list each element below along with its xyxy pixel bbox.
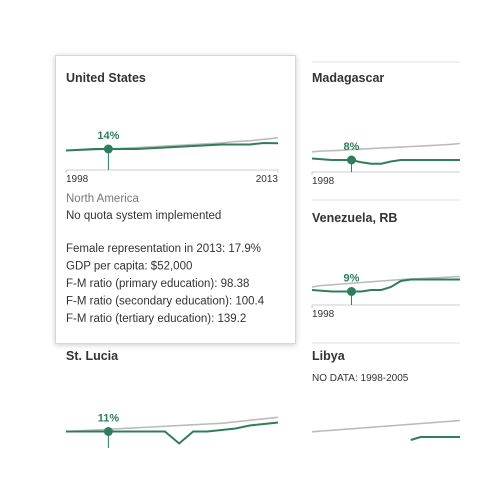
series-line	[65, 416, 279, 433]
series-line	[311, 278, 460, 293]
panel-title: St. Lucia	[66, 349, 119, 363]
series-line	[66, 421, 279, 445]
detail-line: GDP per capita: $52,000	[66, 261, 192, 273]
highlight-point	[346, 287, 356, 296]
detail-card[interactable]	[55, 55, 296, 344]
detail-line: F-M ratio (tertiary education): 139.2	[66, 313, 246, 325]
detail-line: F-M ratio (primary education): 98.38	[66, 278, 249, 290]
series-line	[311, 142, 461, 153]
detail-line: Female representation in 2013: 17.9%	[66, 243, 261, 255]
panel-title: United States	[66, 71, 146, 85]
highlight-point	[103, 144, 113, 154]
no-data-note: NO DATA: 1998-2005	[312, 373, 409, 384]
value-label: 8%	[344, 141, 360, 153]
value-label: 11%	[98, 413, 120, 425]
value-label: 14%	[97, 130, 119, 142]
x-tick-label: 1998	[312, 309, 335, 320]
series-line	[311, 275, 461, 288]
highlight-point	[346, 155, 356, 165]
panel-title: Madagascar	[312, 71, 384, 85]
series-line	[311, 419, 461, 433]
value-label: 9%	[344, 273, 360, 285]
series-line	[65, 141, 279, 152]
detail-line: F-M ratio (secondary education): 100.4	[66, 296, 265, 308]
x-tick-label: 1998	[66, 174, 89, 185]
highlight-point	[103, 427, 113, 436]
x-tick-label: 2013	[256, 174, 279, 185]
panel-title: Venezuela, RB	[312, 211, 397, 225]
region: North America	[66, 193, 139, 205]
series-line	[311, 157, 460, 165]
quota: No quota system implemented	[66, 210, 221, 222]
series-line	[410, 436, 460, 441]
panels: United States 1998 2013 14% North America No …	[65, 71, 461, 448]
x-tick-label: 1998	[312, 176, 335, 187]
panel-title: Libya	[312, 349, 346, 363]
